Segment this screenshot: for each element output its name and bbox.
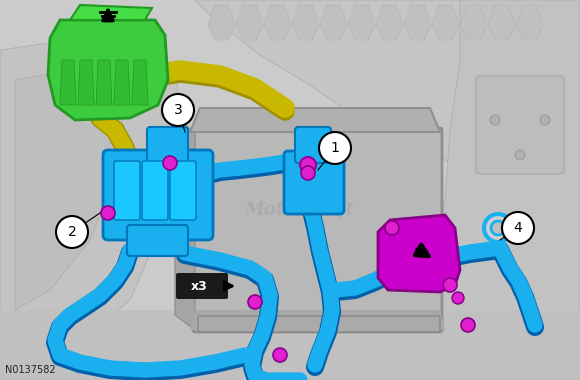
Polygon shape (78, 60, 94, 105)
FancyBboxPatch shape (295, 127, 331, 163)
Circle shape (484, 214, 512, 242)
Polygon shape (175, 118, 195, 330)
Text: x3: x3 (191, 280, 208, 293)
Text: 2: 2 (68, 225, 77, 239)
Circle shape (515, 150, 525, 160)
FancyBboxPatch shape (193, 128, 442, 332)
FancyBboxPatch shape (176, 273, 228, 299)
Circle shape (490, 115, 500, 125)
Polygon shape (114, 60, 130, 105)
Circle shape (163, 156, 177, 170)
FancyBboxPatch shape (284, 151, 344, 214)
Polygon shape (264, 5, 291, 40)
Polygon shape (190, 108, 440, 132)
FancyBboxPatch shape (114, 161, 140, 220)
Polygon shape (516, 5, 543, 40)
FancyBboxPatch shape (170, 161, 196, 220)
Circle shape (502, 212, 534, 244)
Circle shape (101, 206, 115, 220)
Polygon shape (430, 0, 580, 380)
Polygon shape (348, 5, 375, 40)
Polygon shape (132, 60, 148, 105)
Polygon shape (15, 65, 125, 310)
Text: 3: 3 (173, 103, 182, 117)
Polygon shape (292, 5, 319, 40)
Polygon shape (195, 132, 440, 330)
Circle shape (162, 94, 194, 126)
FancyBboxPatch shape (127, 225, 188, 256)
Polygon shape (488, 5, 515, 40)
Polygon shape (460, 5, 487, 40)
Polygon shape (96, 60, 112, 105)
FancyBboxPatch shape (476, 76, 564, 174)
FancyBboxPatch shape (103, 150, 213, 240)
Polygon shape (404, 5, 431, 40)
FancyBboxPatch shape (198, 316, 440, 332)
FancyBboxPatch shape (147, 127, 188, 163)
Polygon shape (378, 215, 460, 292)
Text: N0137582: N0137582 (5, 365, 56, 375)
Polygon shape (48, 20, 168, 120)
Polygon shape (432, 5, 459, 40)
Circle shape (248, 295, 262, 309)
Polygon shape (376, 5, 403, 40)
Text: 1: 1 (331, 141, 339, 155)
Circle shape (273, 348, 287, 362)
Circle shape (300, 157, 316, 173)
Circle shape (301, 166, 315, 180)
Circle shape (385, 221, 399, 235)
FancyBboxPatch shape (142, 161, 168, 220)
Polygon shape (0, 310, 580, 380)
Polygon shape (60, 60, 76, 105)
Polygon shape (195, 0, 580, 175)
Circle shape (385, 221, 399, 235)
Circle shape (56, 216, 88, 248)
Text: 4: 4 (514, 221, 523, 235)
Polygon shape (70, 5, 152, 20)
Circle shape (452, 292, 464, 304)
Circle shape (443, 278, 457, 292)
Polygon shape (236, 5, 263, 40)
Circle shape (461, 318, 475, 332)
Polygon shape (320, 5, 347, 40)
Polygon shape (190, 310, 445, 330)
Polygon shape (208, 5, 235, 40)
Polygon shape (0, 30, 185, 365)
Text: Motorcraft: Motorcraft (245, 201, 355, 219)
Circle shape (491, 221, 505, 235)
Circle shape (540, 115, 550, 125)
Circle shape (319, 132, 351, 164)
